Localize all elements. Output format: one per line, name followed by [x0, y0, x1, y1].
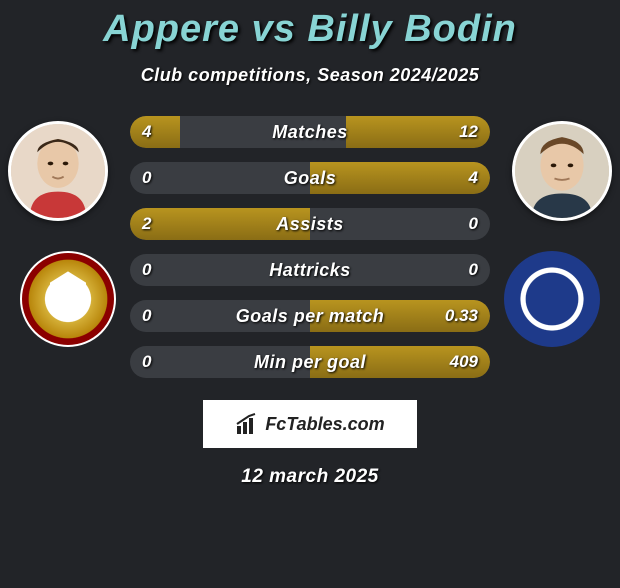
stat-value-left: 0: [142, 306, 151, 326]
stat-row: 4 Matches 12: [130, 116, 490, 148]
stat-label: Matches: [272, 122, 348, 143]
brand-badge: FcTables.com: [203, 400, 417, 448]
subtitle: Club competitions, Season 2024/2025: [0, 65, 620, 86]
page-title: Appere vs Billy Bodin: [0, 8, 620, 51]
stat-label: Min per goal: [254, 352, 366, 373]
player-left-avatar: [8, 121, 108, 221]
stat-fill-left: [130, 116, 180, 148]
stat-row: 0 Goals 4: [130, 162, 490, 194]
stats-list: 4 Matches 12 0 Goals 4 2 Assists 0 0 Hattricks 0 0 Go…: [130, 116, 490, 392]
stat-label: Goals per match: [236, 306, 385, 327]
stat-row: 0 Hattricks 0: [130, 254, 490, 286]
player-right-avatar: [512, 121, 612, 221]
stat-value-right: 4: [469, 168, 478, 188]
club-crest-left: [20, 251, 116, 347]
stat-value-left: 4: [142, 122, 151, 142]
stat-value-left: 0: [142, 352, 151, 372]
fctables-logo-icon: [235, 412, 259, 436]
stat-fill-right: [310, 162, 490, 194]
comparison-panel: 4 Matches 12 0 Goals 4 2 Assists 0 0 Hattricks 0 0 Go…: [0, 116, 620, 386]
stat-value-left: 0: [142, 168, 151, 188]
stat-value-right: 0.33: [445, 306, 478, 326]
stat-value-right: 12: [459, 122, 478, 142]
stat-row: 0 Goals per match 0.33: [130, 300, 490, 332]
stat-value-right: 409: [450, 352, 478, 372]
stat-value-right: 0: [469, 214, 478, 234]
stat-label: Goals: [284, 168, 337, 189]
stat-value-left: 2: [142, 214, 151, 234]
stat-row: 2 Assists 0: [130, 208, 490, 240]
stat-value-right: 0: [469, 260, 478, 280]
stat-label: Hattricks: [269, 260, 351, 281]
date-text: 12 march 2025: [0, 466, 620, 488]
stat-label: Assists: [276, 214, 344, 235]
club-crest-right: [504, 251, 600, 347]
stat-row: 0 Min per goal 409: [130, 346, 490, 378]
stat-value-left: 0: [142, 260, 151, 280]
brand-text: FcTables.com: [265, 414, 384, 435]
